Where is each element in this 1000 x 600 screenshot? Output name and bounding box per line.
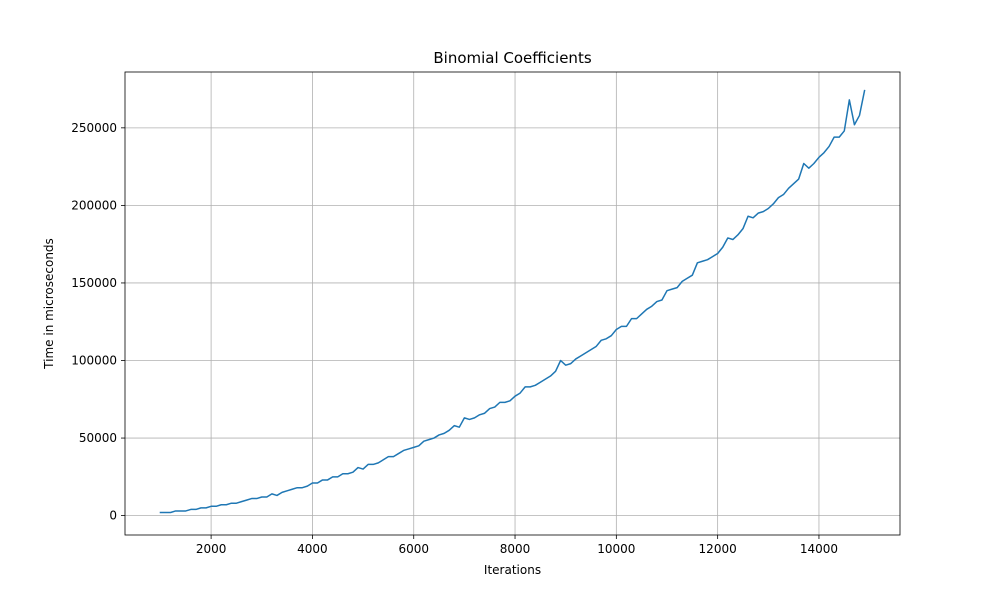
x-tick-label: 2000 — [196, 542, 227, 556]
y-tick-label: 150000 — [71, 276, 117, 290]
series-line — [159, 89, 866, 514]
plot-frame — [124, 71, 901, 536]
x-tick-label: 6000 — [398, 542, 429, 556]
x-tick-label: 4000 — [297, 542, 328, 556]
y-tick-label: 200000 — [71, 198, 117, 212]
x-grid — [210, 72, 820, 535]
x-tick-label: 12000 — [699, 542, 737, 556]
y-axis: 0 50000 100000 150000 200000 250000 — [71, 121, 125, 523]
y-tick-label: 250000 — [71, 121, 117, 135]
chart-title: Binomial Coefficients — [433, 49, 591, 67]
y-axis-label: Time in microseconds — [42, 238, 56, 370]
series-group — [159, 89, 866, 514]
y-tick-label: 50000 — [79, 431, 117, 445]
x-axis: 2000 4000 6000 8000 10000 12000 14000 — [196, 535, 838, 556]
x-tick-label: 14000 — [800, 542, 838, 556]
y-tick-label: 100000 — [71, 354, 117, 368]
y-tick-label: 0 — [109, 509, 117, 523]
x-tick-label: 8000 — [500, 542, 531, 556]
x-axis-label: Iterations — [484, 563, 541, 577]
x-tick-label: 10000 — [597, 542, 635, 556]
